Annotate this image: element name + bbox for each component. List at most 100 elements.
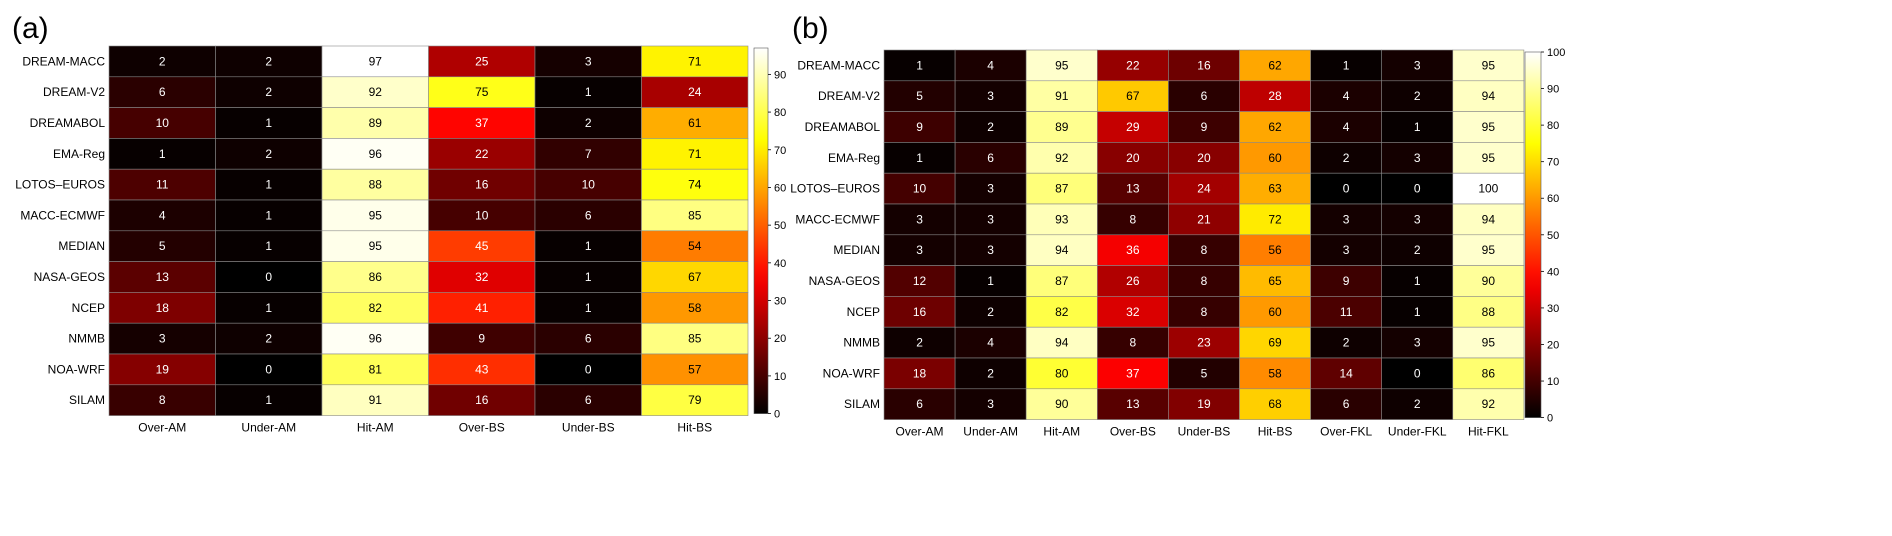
heatmap-cell <box>534 107 642 139</box>
heatmap-cell <box>1097 80 1169 112</box>
heatmap-cell <box>534 199 642 232</box>
cell-value-label: 2 <box>265 332 272 346</box>
column-label: Hit-BS <box>1258 425 1293 439</box>
heatmap-cell <box>215 138 323 170</box>
cell-value-label: 3 <box>987 212 994 226</box>
colorbar-tick-label: 30 <box>1547 303 1559 315</box>
column-label: Under-BS <box>1178 425 1231 439</box>
cell-value-label: 0 <box>1343 182 1350 196</box>
colorbar-tick-label: 30 <box>774 296 786 308</box>
cell-value-label: 97 <box>369 54 383 68</box>
cell-value-label: 91 <box>1055 89 1069 103</box>
cell-value-label: 1 <box>265 208 272 222</box>
cell-value-label: 3 <box>1414 151 1421 165</box>
heatmap-cell <box>1452 296 1525 328</box>
cell-value-label: 1 <box>916 58 923 72</box>
column-label: Over-AM <box>896 425 944 439</box>
cell-value-label: 5 <box>916 89 923 103</box>
cell-value-label: 79 <box>688 393 702 407</box>
heatmap-cell <box>1239 49 1311 82</box>
panel-label: (a) <box>12 12 49 45</box>
cell-value-label: 90 <box>1482 274 1496 288</box>
cell-value-label: 2 <box>265 147 272 161</box>
row-label: DREAMABOL <box>30 116 106 130</box>
cell-value-label: 4 <box>159 208 166 222</box>
cell-value-label: 3 <box>916 243 923 257</box>
heatmap-cell <box>1168 203 1240 236</box>
cell-value-label: 4 <box>987 58 994 72</box>
heatmap-cell <box>641 76 749 108</box>
row-label: NCEP <box>72 301 105 315</box>
heatmap-cell <box>1168 265 1240 297</box>
heatmap-cell <box>1381 265 1454 297</box>
column-label: Over-BS <box>459 421 505 435</box>
cell-value-label: 6 <box>585 332 592 346</box>
cell-value-label: 1 <box>1343 58 1350 72</box>
cell-value-label: 0 <box>1414 182 1421 196</box>
cell-value-label: 6 <box>159 85 166 99</box>
cell-value-label: 95 <box>1482 336 1496 350</box>
row-label: LOTOS–EUROS <box>15 178 105 192</box>
heatmap-cell <box>1168 326 1240 359</box>
cell-value-label: 18 <box>913 366 927 380</box>
cell-value-label: 65 <box>1268 274 1282 288</box>
cell-value-label: 54 <box>688 239 702 253</box>
heatmap-cell <box>1097 296 1169 328</box>
heatmap-cell <box>1381 203 1454 236</box>
cell-value-label: 41 <box>475 301 489 315</box>
heatmap-cell <box>108 45 216 78</box>
heatmap-cell <box>1381 326 1454 359</box>
heatmap-cell <box>1452 172 1525 205</box>
cell-value-label: 9 <box>916 120 923 134</box>
cell-value-label: 87 <box>1055 182 1069 196</box>
cell-value-label: 45 <box>475 239 489 253</box>
cell-value-label: 95 <box>369 208 383 222</box>
heatmap-cell <box>534 292 642 324</box>
cell-value-label: 0 <box>1414 366 1421 380</box>
heatmap-cell <box>108 168 216 201</box>
heatmap-cell <box>1310 49 1382 82</box>
heatmap-cell <box>215 292 323 324</box>
heatmap-cell <box>1168 357 1240 390</box>
colorbar-tick-label: 20 <box>774 333 786 345</box>
row-label: NOA-WRF <box>823 366 880 380</box>
row-label: NMMB <box>843 336 880 350</box>
cell-value-label: 2 <box>1414 397 1421 411</box>
heatmap-cell <box>641 353 749 386</box>
heatmap-cell <box>1025 80 1098 112</box>
cell-value-label: 10 <box>475 208 489 222</box>
cell-value-label: 11 <box>1340 305 1353 319</box>
cell-value-label: 92 <box>1482 397 1496 411</box>
heatmap-cell <box>321 384 429 416</box>
cell-value-label: 8 <box>1201 305 1208 319</box>
colorbar-tick-label: 100 <box>1547 47 1565 59</box>
heatmap-cell <box>1239 265 1311 297</box>
cell-value-label: 1 <box>265 178 272 192</box>
cell-value-label: 1 <box>265 116 272 130</box>
heatmap-cell <box>883 234 956 266</box>
row-label: LOTOS–EUROS <box>790 182 880 196</box>
heatmap-cell <box>321 168 429 201</box>
cell-value-label: 4 <box>1343 120 1350 134</box>
cell-value-label: 0 <box>585 362 592 376</box>
cell-value-label: 74 <box>688 178 702 192</box>
heatmap-cell <box>428 45 536 78</box>
cell-value-label: 75 <box>475 85 489 99</box>
cell-value-label: 1 <box>265 393 272 407</box>
heatmap-cell <box>641 230 749 262</box>
cell-value-label: 71 <box>688 147 702 161</box>
heatmap-cell <box>1381 357 1454 390</box>
cell-value-label: 60 <box>1268 305 1282 319</box>
cell-value-label: 92 <box>1055 151 1069 165</box>
heatmap-cell <box>1168 111 1240 143</box>
cell-value-label: 80 <box>1055 366 1069 380</box>
cell-value-label: 1 <box>585 301 592 315</box>
row-label: MEDIAN <box>833 243 880 257</box>
cell-value-label: 9 <box>1343 274 1350 288</box>
cell-value-label: 2 <box>1414 243 1421 257</box>
cell-value-label: 86 <box>369 270 383 284</box>
cell-value-label: 1 <box>265 301 272 315</box>
heatmap-cell <box>108 138 216 170</box>
heatmap-cell <box>954 296 1027 328</box>
heatmap-cell <box>428 138 536 170</box>
